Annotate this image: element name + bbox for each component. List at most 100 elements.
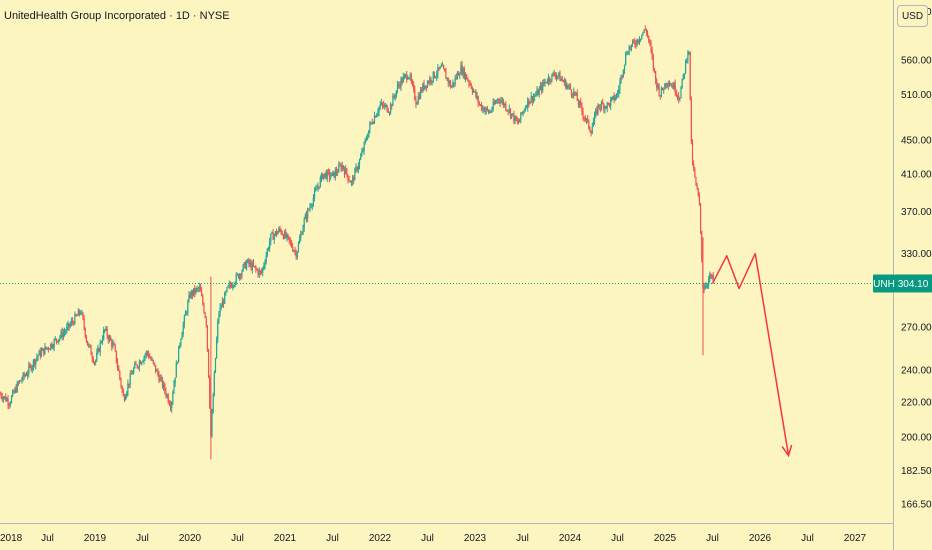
- candle-body: [292, 246, 294, 251]
- candle-body: [28, 365, 30, 374]
- candle-body: [76, 315, 78, 317]
- candle-body: [93, 362, 96, 364]
- candle-body: [77, 310, 79, 316]
- candle-body: [232, 285, 234, 288]
- candle-body: [630, 44, 633, 49]
- candle-body: [73, 322, 75, 325]
- candle-body: [101, 339, 104, 343]
- candle-body: [661, 87, 664, 90]
- candle-body: [207, 349, 210, 378]
- candle-body: [422, 83, 424, 92]
- candle-body: [410, 75, 412, 82]
- candle-body: [39, 350, 41, 357]
- candle-body: [670, 84, 672, 86]
- candle-body: [166, 394, 168, 396]
- candle-body: [467, 79, 469, 81]
- candle-body: [318, 186, 320, 188]
- candle-body: [105, 328, 107, 330]
- candle-body: [387, 111, 389, 113]
- candle-body: [324, 172, 326, 175]
- candle-body: [315, 188, 317, 191]
- candle-body: [52, 347, 54, 349]
- candle-body: [423, 83, 425, 89]
- last-price-badge: [895, 274, 932, 293]
- currency-button[interactable]: USD: [897, 5, 928, 27]
- candle-body: [267, 248, 270, 250]
- candle-body: [404, 74, 407, 76]
- candle-body: [192, 288, 195, 296]
- candle-body: [278, 228, 280, 233]
- candle-body: [610, 99, 612, 107]
- candle-body: [506, 109, 508, 111]
- candle-body: [107, 336, 109, 341]
- candle-body: [600, 102, 603, 108]
- candle-body: [603, 104, 605, 110]
- candle-body: [325, 172, 327, 179]
- candle-body: [502, 100, 505, 106]
- candle-body: [103, 329, 105, 340]
- candle-body: [474, 91, 476, 93]
- candle-body: [418, 95, 421, 99]
- candle-body: [349, 180, 351, 183]
- candle-body: [74, 314, 76, 325]
- candle-body: [411, 81, 414, 85]
- candle-body: [6, 399, 8, 401]
- candle-body: [298, 238, 301, 244]
- candle-body: [116, 362, 119, 368]
- candle-body: [121, 386, 123, 391]
- time-tick-label: Jul: [41, 533, 54, 544]
- candle-body: [512, 113, 514, 115]
- candle-body: [137, 367, 139, 369]
- candle-body: [394, 96, 396, 98]
- candle-body: [496, 101, 498, 103]
- candle-body: [144, 355, 146, 357]
- candle-body: [257, 269, 259, 275]
- candle-body: [337, 172, 339, 174]
- candle-body: [643, 29, 645, 33]
- candle-body: [126, 392, 128, 397]
- candle-body: [437, 67, 439, 75]
- candle-body: [88, 344, 90, 346]
- candle-body: [317, 186, 319, 189]
- candle-body: [509, 108, 512, 117]
- candle-body: [439, 66, 441, 69]
- candle-body: [174, 377, 176, 384]
- candle-body: [275, 231, 278, 235]
- candle-body: [83, 318, 85, 328]
- candle-body: [472, 91, 475, 93]
- symbol-title[interactable]: UnitedHealth Group Incorporated · 1D · N…: [4, 10, 230, 22]
- candle-body: [2, 397, 5, 400]
- candle-body: [505, 103, 507, 110]
- candle-body: [617, 93, 619, 95]
- candle-body: [188, 294, 190, 302]
- candle-body: [419, 89, 422, 99]
- candle-body: [676, 95, 679, 97]
- candle-body: [272, 232, 274, 240]
- candle-body: [570, 89, 573, 95]
- candle-body: [456, 72, 459, 79]
- projection-arrowhead: [781, 444, 793, 458]
- candle-body: [665, 83, 667, 86]
- candle-body: [197, 288, 199, 290]
- candle-body: [307, 209, 309, 219]
- candle-body: [178, 346, 180, 363]
- candle-body: [362, 150, 364, 152]
- candle-body: [199, 286, 202, 292]
- candle-body: [649, 40, 651, 44]
- candle-body: [392, 95, 394, 107]
- candle-body: [477, 96, 479, 103]
- time-tick-label: 2022: [369, 533, 392, 544]
- time-tick-label: 2024: [559, 533, 582, 544]
- candle-body: [133, 368, 135, 374]
- candle-body: [304, 214, 306, 220]
- price-tick-label: 410.00: [901, 170, 932, 181]
- candle-body: [44, 346, 46, 355]
- candle-body: [383, 104, 385, 107]
- candle-body: [252, 263, 255, 267]
- candle-body: [313, 190, 316, 198]
- candle-body: [24, 375, 26, 377]
- candle-body: [92, 358, 94, 363]
- candle-body: [388, 112, 391, 114]
